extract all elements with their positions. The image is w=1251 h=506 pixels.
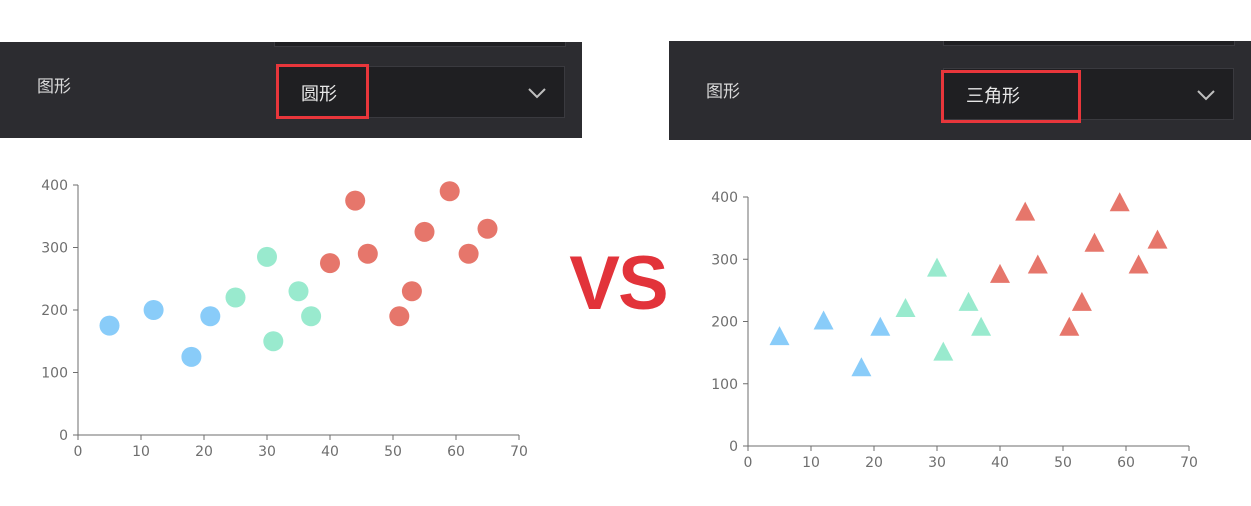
scatter-chart-triangles: 0 10 20 30 40 50 60 70 0 100 200 300 400 xyxy=(711,190,1198,471)
x-tick-label: 60 xyxy=(447,444,465,460)
y-tick-label: 0 xyxy=(59,428,68,444)
x-tick-label: 10 xyxy=(132,444,150,460)
data-point-triangle xyxy=(1084,232,1105,252)
vs-text: VS xyxy=(569,241,668,326)
data-point-triangle xyxy=(971,316,992,336)
chevron-down-icon xyxy=(528,88,546,99)
previous-field-edge xyxy=(943,41,1235,46)
shape-label: 图形 xyxy=(706,82,740,102)
shape-select[interactable]: 圆形 xyxy=(278,66,565,118)
data-point-triangle xyxy=(895,298,916,318)
shape-setting-panel-left: 图形 圆形 xyxy=(0,42,582,138)
y-tick-label: 400 xyxy=(711,190,738,206)
shape-select-value: 圆形 xyxy=(301,84,337,105)
x-tick-label: 20 xyxy=(195,444,213,460)
data-point-circle xyxy=(143,300,164,320)
data-point-circle xyxy=(414,221,435,242)
y-tick-label: 100 xyxy=(711,377,738,393)
y-tick-label: 0 xyxy=(729,439,738,455)
data-point-triangle xyxy=(1071,291,1092,311)
x-tick-label: 30 xyxy=(258,444,276,460)
data-point-triangle xyxy=(1059,316,1080,336)
data-point-triangle xyxy=(769,326,790,346)
data-point-triangle xyxy=(990,263,1010,283)
data-point-circle xyxy=(263,331,284,352)
x-tick-label: 30 xyxy=(928,455,946,471)
x-tick-label: 20 xyxy=(865,455,883,471)
shape-label: 图形 xyxy=(37,77,71,97)
y-tick-label: 200 xyxy=(41,303,68,319)
data-point-triangle xyxy=(1027,254,1048,274)
data-point-triangle xyxy=(813,310,834,330)
selection-highlight xyxy=(941,70,1081,123)
y-tick-label: 200 xyxy=(711,315,738,331)
scatter-chart-circles: 0 10 20 30 40 50 60 70 0 100 200 300 400 xyxy=(41,178,528,460)
shape-setting-panel-right: 图形 三角形 xyxy=(669,41,1251,140)
data-point-circle xyxy=(181,346,202,367)
data-point-circle xyxy=(99,315,120,336)
x-tick-label: 0 xyxy=(744,455,753,471)
data-point-circle xyxy=(357,243,378,264)
data-point-triangle xyxy=(1128,254,1149,274)
x-tick-label: 40 xyxy=(991,455,1009,471)
data-point-circle xyxy=(401,281,422,302)
data-point-circle xyxy=(301,306,322,327)
data-point-triangle xyxy=(870,316,891,336)
data-point-circle xyxy=(458,243,479,264)
x-tick-label: 70 xyxy=(510,444,528,460)
chevron-down-icon xyxy=(1197,90,1215,101)
y-tick-label: 300 xyxy=(711,252,738,268)
data-point-circle xyxy=(320,253,340,274)
x-tick-label: 0 xyxy=(74,444,83,460)
shape-select-value: 三角形 xyxy=(966,86,1020,107)
data-point-circle xyxy=(288,281,309,302)
previous-field-edge xyxy=(274,42,566,47)
data-point-circle xyxy=(200,306,221,327)
data-point-triangle xyxy=(1015,201,1036,221)
data-point-circle xyxy=(225,287,246,308)
data-point-triangle xyxy=(1109,192,1130,212)
data-point-circle xyxy=(477,218,498,239)
data-point-triangle xyxy=(1147,229,1168,249)
data-point-triangle xyxy=(927,257,947,277)
y-tick-label: 400 xyxy=(41,178,68,194)
selection-highlight xyxy=(276,64,369,119)
x-tick-label: 50 xyxy=(1054,455,1072,471)
data-point-triangle xyxy=(851,357,872,377)
data-point-triangle xyxy=(958,291,979,311)
data-point-circle xyxy=(439,181,460,202)
y-tick-label: 300 xyxy=(41,241,68,257)
data-point-circle xyxy=(345,190,366,211)
x-tick-label: 40 xyxy=(321,444,339,460)
data-point-circle xyxy=(257,246,277,267)
x-tick-label: 70 xyxy=(1180,455,1198,471)
y-tick-label: 100 xyxy=(41,366,68,382)
x-tick-label: 50 xyxy=(384,444,402,460)
x-tick-label: 10 xyxy=(802,455,820,471)
data-point-triangle xyxy=(933,341,954,361)
data-point-circle xyxy=(389,306,410,327)
x-tick-label: 60 xyxy=(1117,455,1135,471)
